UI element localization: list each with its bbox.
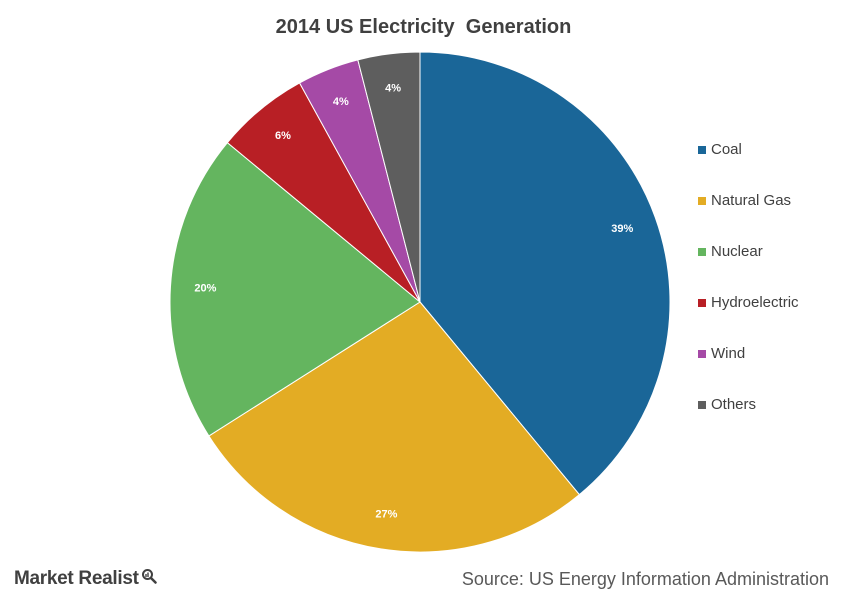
legend-label: Natural Gas <box>711 192 792 209</box>
pie-slice-others <box>357 51 421 303</box>
data-label-others: 4% <box>385 83 401 95</box>
legend-label: Others <box>711 396 757 413</box>
data-label-coal: 39% <box>611 223 633 235</box>
source-note: Source: US Energy Information Administra… <box>461 569 829 589</box>
pie-slice-nuclear <box>169 141 421 437</box>
data-label-wind: 4% <box>333 96 349 108</box>
legend-swatch <box>698 247 706 256</box>
legend-item-nuclear: Nuclear <box>698 243 799 260</box>
brand-name: Market Realist <box>14 568 139 589</box>
legend-item-hydroelectric: Hydroelectric <box>698 294 799 311</box>
legend-label: Hydroelectric <box>711 294 799 311</box>
legend-label: Nuclear <box>711 243 763 260</box>
legend-item-others: Others <box>698 396 799 413</box>
data-label-hydroelectric: 6% <box>275 130 291 142</box>
legend-swatch <box>698 349 706 358</box>
data-label-natural-gas: 27% <box>375 508 397 520</box>
magnifier-icon <box>141 568 157 590</box>
data-label-nuclear: 20% <box>194 282 216 294</box>
legend-swatch <box>698 400 706 409</box>
brand-logo: Market Realist <box>14 568 157 590</box>
legend-swatch <box>698 145 706 154</box>
legend-swatch <box>698 298 706 307</box>
pie-slice-coal <box>419 51 671 496</box>
legend-swatch <box>698 196 706 205</box>
legend: Coal Natural Gas Nuclear Hydroelectric Wind O… <box>698 141 799 447</box>
legend-item-coal: Coal <box>698 141 799 158</box>
legend-label: Coal <box>711 141 742 158</box>
legend-item-wind: Wind <box>698 345 799 362</box>
pie-slice-natural-gas <box>208 301 581 553</box>
chart-title: 2014 US Electricity Generation <box>275 16 572 38</box>
legend-item-natural-gas: Natural Gas <box>698 192 799 209</box>
legend-label: Wind <box>711 345 746 362</box>
